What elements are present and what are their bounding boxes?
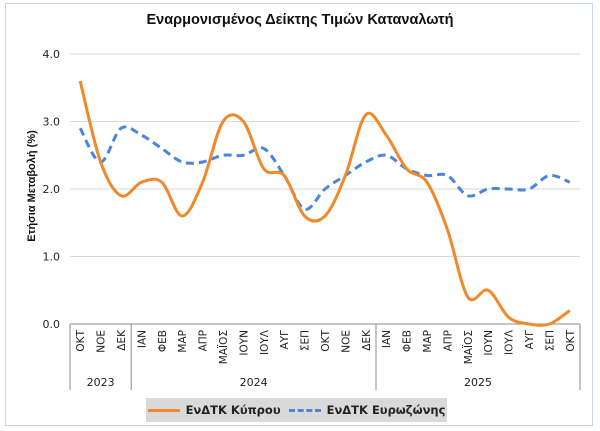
x-tick-label: ΔΕΚ bbox=[116, 329, 128, 351]
x-tick-label: ΝΟΕ bbox=[96, 330, 108, 353]
legend-item-cyprus: ΕνΔΤΚ Κύπρου bbox=[147, 403, 281, 417]
x-tick-label: ΑΥΓ bbox=[279, 330, 291, 350]
y-tick-label: 3.0 bbox=[43, 116, 61, 129]
x-tick-label: ΣΕΠ bbox=[300, 330, 312, 351]
series-line-cyprus bbox=[78, 80, 571, 327]
legend-label-eurozone: ΕνΔΤΚ Ευρωζώνης bbox=[326, 403, 446, 417]
legend-swatch-eurozone bbox=[288, 409, 321, 412]
year-label: 2025 bbox=[464, 376, 492, 389]
y-tick-label: 2.0 bbox=[43, 183, 61, 196]
y-tick-label: 0.0 bbox=[43, 318, 61, 331]
chart-title: Εναρμονισμένος Δείκτης Τιμών Καταναλωτή bbox=[146, 12, 454, 28]
x-tick-label: ΙΑΝ bbox=[381, 330, 393, 348]
x-tick-label: ΑΠΡ bbox=[198, 330, 210, 351]
x-tick-label: ΜΑΪΟΣ bbox=[217, 330, 230, 364]
x-tick-label: ΟΚΤ bbox=[565, 329, 577, 351]
x-tick-label: ΣΕΠ bbox=[544, 330, 556, 351]
x-tick-label: ΜΑΡ bbox=[177, 330, 189, 353]
x-tick-label: ΜΑΡ bbox=[422, 330, 434, 353]
x-tick-label: ΦΕΒ bbox=[402, 330, 414, 352]
x-tick-label: ΝΟΕ bbox=[340, 330, 352, 353]
x-tick-label: ΙΟΥΛ bbox=[259, 329, 271, 355]
x-tick-label: ΙΟΥΝ bbox=[238, 330, 250, 356]
series-line-eurozone bbox=[78, 125, 571, 211]
x-tick-label: ΑΥΓ bbox=[524, 330, 536, 350]
x-tick-label: ΙΑΝ bbox=[136, 330, 148, 348]
legend-item-eurozone: ΕνΔΤΚ Ευρωζώνης bbox=[288, 403, 446, 417]
year-label: 2023 bbox=[87, 376, 115, 389]
x-tick-label: ΙΟΥΝ bbox=[483, 330, 495, 356]
x-tick-label: ΑΠΡ bbox=[442, 330, 454, 351]
y-tick-label: 4.0 bbox=[43, 48, 61, 61]
x-tick-label: ΜΑΪΟΣ bbox=[462, 330, 475, 364]
y-tick-label: 1.0 bbox=[43, 251, 61, 264]
legend: ΕνΔΤΚ Κύπρου ΕνΔΤΚ Ευρωζώνης bbox=[146, 398, 447, 422]
legend-swatch-cyprus bbox=[147, 409, 180, 412]
legend-label-cyprus: ΕνΔΤΚ Κύπρου bbox=[185, 403, 281, 417]
x-tick-label: ΟΚΤ bbox=[320, 329, 332, 351]
x-tick-label: ΔΕΚ bbox=[361, 329, 373, 351]
x-tick-label: ΟΚΤ bbox=[75, 329, 87, 351]
year-label: 2024 bbox=[240, 376, 268, 389]
x-tick-label: ΦΕΒ bbox=[157, 330, 169, 352]
x-tick-label: ΙΟΥΛ bbox=[504, 329, 516, 355]
chart-frame bbox=[5, 3, 593, 426]
